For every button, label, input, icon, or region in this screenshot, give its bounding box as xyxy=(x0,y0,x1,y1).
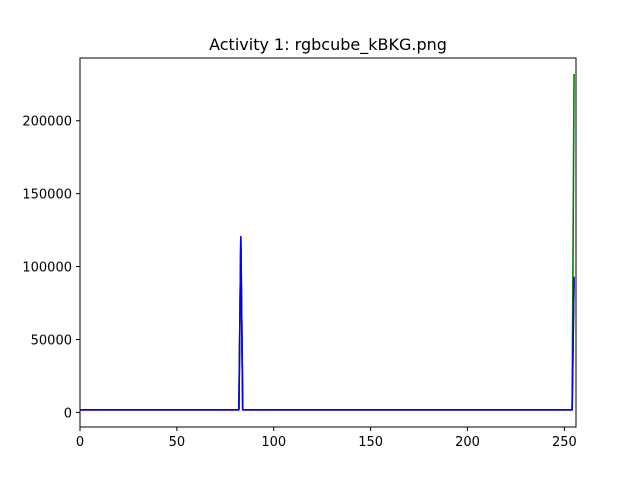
axes-layer: 0 50 100 150 200 250 0 50000 100000 150000 200000 xyxy=(22,115,576,450)
chart-title: Activity 1: rgbcube_kBKG.png xyxy=(209,35,447,55)
x-tick-label: 200 xyxy=(455,435,480,450)
x-tick-label: 150 xyxy=(358,435,383,450)
x-tick-label: 250 xyxy=(552,435,577,450)
series-line-3 xyxy=(80,235,575,411)
x-tick-label: 0 xyxy=(76,435,84,450)
y-tick-label: 100000 xyxy=(22,261,72,276)
x-tick-label: 100 xyxy=(261,435,286,450)
y-tick-label: 50000 xyxy=(31,333,72,348)
series-layer xyxy=(80,74,575,411)
x-tick-label: 50 xyxy=(169,435,186,450)
plot-frame xyxy=(79,57,577,428)
y-tick-label: 150000 xyxy=(22,188,72,203)
y-tick-label: 0 xyxy=(64,406,72,421)
y-tick-label: 200000 xyxy=(22,115,72,130)
